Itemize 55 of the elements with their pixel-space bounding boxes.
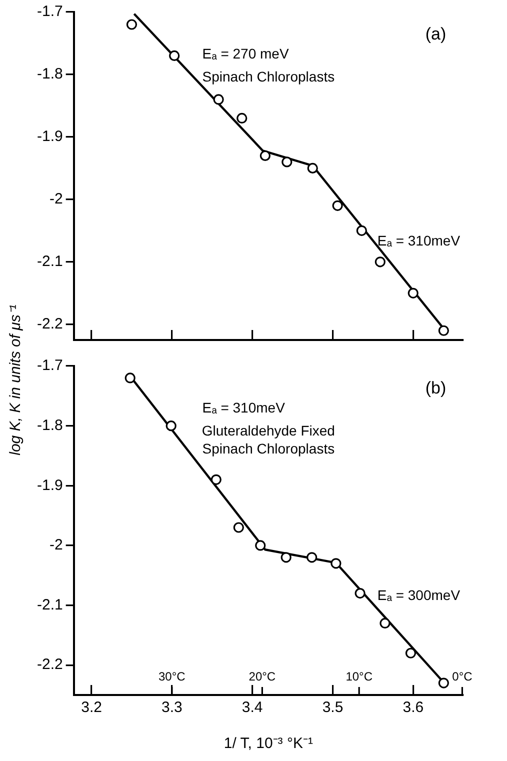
point (282, 156, 292, 168)
annotation: 0°C (452, 669, 473, 684)
annotation: Eₐ = 270 meV (202, 46, 290, 62)
y-tick-label: -1.8 (36, 66, 63, 83)
annotation: Spinach Chloroplasts (202, 68, 335, 84)
x-tick-label: 3.6 (402, 699, 424, 716)
annotation: Eₐ = 310meV (202, 400, 286, 416)
y-tick-label: -2.1 (36, 596, 63, 614)
y-tick-label: -2 (50, 536, 63, 554)
y-tick-label: -1.8 (36, 416, 63, 434)
point (380, 618, 390, 629)
y-tick-label: -1.9 (36, 128, 63, 146)
point (438, 325, 450, 336)
x-tick-label: 3.4 (242, 699, 263, 716)
point (210, 474, 222, 485)
y-tick-label: -1.9 (36, 476, 63, 494)
annotation: 30°C (158, 669, 186, 684)
y-tick-label: -1.7 (36, 357, 63, 374)
point (330, 558, 342, 569)
point (332, 200, 343, 211)
x-axis-title: 1/ T, 10⁻³ °K⁻¹ (224, 735, 313, 752)
annotation: (a) (425, 24, 446, 44)
point (236, 112, 248, 124)
y-axis-title: log K, K in units of μs⁻¹ (6, 304, 24, 456)
point (356, 225, 367, 236)
point (306, 552, 318, 563)
point (354, 588, 366, 599)
point (408, 288, 418, 298)
x-tick-label: 3.2 (81, 699, 102, 716)
point (255, 540, 266, 551)
y-tick-label: -2.1 (36, 253, 63, 270)
annotation: 10°C (346, 669, 373, 684)
x-tick-label: 3.3 (162, 699, 182, 716)
annotation: Gluteraldehyde Fixed Spinach Chloroplasts (202, 422, 335, 457)
annotation: Eₐ = 310meV (377, 232, 461, 248)
annotation: (b) (425, 378, 446, 398)
point (124, 372, 136, 384)
y-tick-label: -1.7 (36, 3, 63, 20)
y-tick-label: -2 (50, 190, 63, 208)
annotation: Eₐ = 300meV (377, 587, 461, 604)
x-tick-label: 3.5 (322, 699, 344, 716)
point (260, 150, 271, 161)
point (438, 678, 450, 688)
point (126, 19, 138, 30)
annotation: 20°C (248, 669, 276, 684)
point (233, 522, 244, 533)
point (405, 648, 416, 658)
point (169, 50, 180, 62)
point (166, 420, 176, 432)
y-tick-label: -2.2 (36, 656, 63, 674)
point (280, 552, 292, 563)
point (213, 94, 224, 105)
point (374, 256, 386, 268)
y-tick-label: -2.2 (36, 316, 63, 333)
point (307, 162, 318, 174)
